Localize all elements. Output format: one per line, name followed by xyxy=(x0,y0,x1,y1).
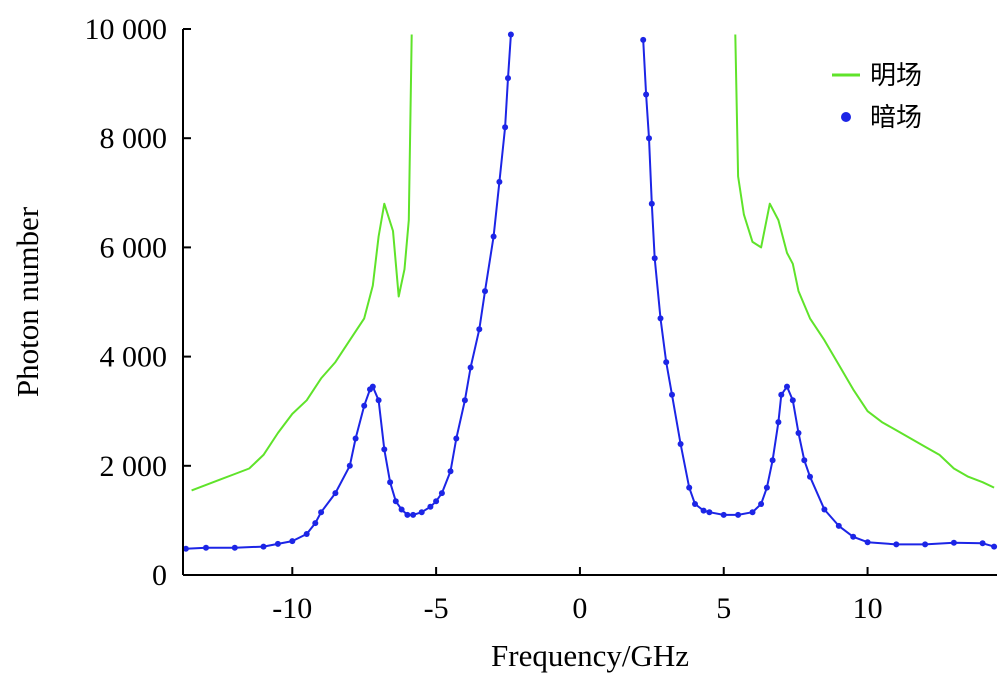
legend-label: 暗场 xyxy=(870,103,922,133)
data-point xyxy=(979,540,986,547)
data-point xyxy=(686,484,693,491)
legend-marker xyxy=(841,112,851,122)
data-point xyxy=(490,233,497,240)
data-point xyxy=(643,91,650,98)
series-line-segment xyxy=(191,34,413,492)
data-point xyxy=(231,544,238,551)
data-point xyxy=(318,509,325,516)
data-point xyxy=(496,178,503,185)
data-point xyxy=(763,484,770,491)
series-line-segment xyxy=(642,39,995,548)
legend-item-dark-field: 暗场 xyxy=(841,103,922,133)
data-point xyxy=(467,364,474,371)
data-point xyxy=(433,498,440,505)
data-point xyxy=(438,490,445,497)
data-point xyxy=(502,124,509,131)
data-point xyxy=(795,430,802,436)
x-tick-label: -10 xyxy=(272,592,312,625)
data-point xyxy=(749,509,756,516)
y-tick-label: 6 000 xyxy=(100,231,168,264)
data-point xyxy=(769,457,776,464)
data-point xyxy=(850,533,857,540)
series-layer xyxy=(182,31,998,552)
y-tick-label: 4 000 xyxy=(100,341,168,374)
legend-label: 明场 xyxy=(870,61,922,91)
data-point xyxy=(461,397,468,404)
data-point xyxy=(453,435,460,442)
x-tick-label: 0 xyxy=(572,592,587,625)
y-axis-title: Photon number xyxy=(10,206,45,397)
data-point xyxy=(706,509,713,516)
data-point xyxy=(352,435,359,442)
data-point xyxy=(657,315,664,322)
data-point xyxy=(758,501,765,507)
data-point xyxy=(369,383,376,390)
data-point xyxy=(182,545,189,552)
data-point xyxy=(375,397,382,404)
x-tick-label: 5 xyxy=(716,592,731,625)
data-point xyxy=(663,359,670,366)
series-dark-field xyxy=(182,31,998,552)
data-point xyxy=(274,540,281,547)
data-point xyxy=(700,507,707,514)
x-tick-label: 10 xyxy=(853,592,883,625)
data-point xyxy=(864,539,871,546)
data-point xyxy=(922,541,929,548)
data-point xyxy=(775,419,782,426)
data-point xyxy=(361,402,368,409)
data-point xyxy=(640,36,647,43)
data-point xyxy=(648,200,655,207)
data-point xyxy=(821,506,828,513)
x-axis-title: Frequency/GHz xyxy=(491,638,689,673)
data-point xyxy=(735,511,742,518)
data-point xyxy=(651,255,658,262)
data-point xyxy=(835,522,842,529)
data-point xyxy=(507,31,514,38)
legend-item-bright-field: 明场 xyxy=(832,61,922,91)
data-point xyxy=(692,501,698,507)
data-point xyxy=(312,520,319,527)
data-point xyxy=(893,541,900,548)
data-point xyxy=(427,503,434,510)
x-tick-label: -5 xyxy=(424,592,449,625)
series-line-segment xyxy=(734,34,995,489)
axes-layer: -10 -5 0 5 10 0 2 000 4 000 6 000 8 000 10 000 xyxy=(85,13,997,625)
data-point xyxy=(720,511,727,518)
series-bright-field xyxy=(191,34,995,492)
data-point xyxy=(482,288,488,295)
data-point xyxy=(447,468,454,475)
data-point xyxy=(669,391,675,398)
data-point xyxy=(778,391,785,398)
data-point xyxy=(398,506,405,513)
data-point xyxy=(646,135,652,142)
data-point xyxy=(303,531,310,537)
data-point xyxy=(991,543,998,550)
data-point xyxy=(418,509,425,516)
data-point xyxy=(784,383,790,390)
data-point xyxy=(260,543,267,550)
y-tick-label: 8 000 xyxy=(100,122,168,155)
data-point xyxy=(203,544,209,551)
data-point xyxy=(332,490,339,497)
y-tick-label: 10 000 xyxy=(85,13,168,46)
data-point xyxy=(677,441,684,447)
data-point xyxy=(381,446,388,453)
data-point xyxy=(950,539,957,546)
data-point xyxy=(346,462,353,469)
y-tick-label: 2 000 xyxy=(100,450,168,483)
data-point xyxy=(801,457,808,464)
data-point xyxy=(505,75,511,82)
data-point xyxy=(476,326,483,333)
y-tick-label: 0 xyxy=(152,559,167,592)
data-point xyxy=(404,511,411,518)
data-point xyxy=(289,538,296,545)
data-point xyxy=(387,479,394,486)
data-point xyxy=(392,498,399,505)
data-point xyxy=(807,473,813,480)
data-point xyxy=(410,511,417,518)
data-point xyxy=(789,397,796,404)
series-line-segment xyxy=(185,34,512,550)
